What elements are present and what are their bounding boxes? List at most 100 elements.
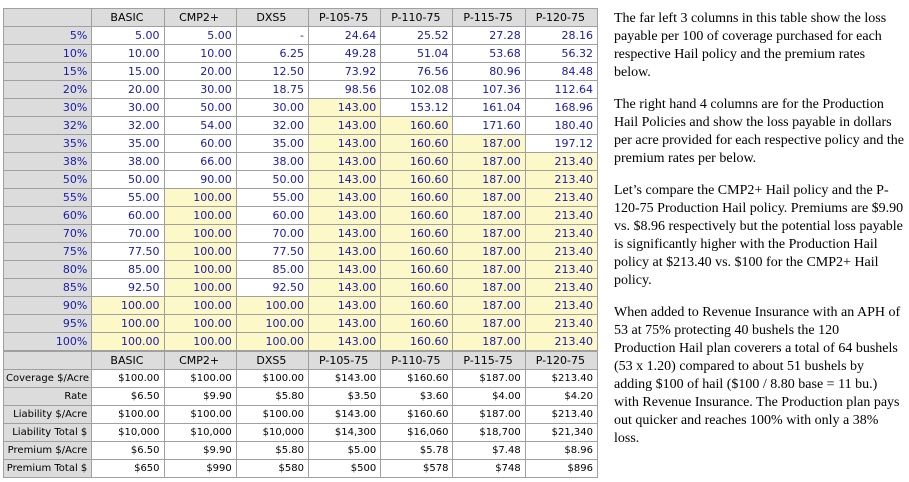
- table-cell[interactable]: $100.00: [91, 405, 165, 424]
- table-cell[interactable]: 20.00: [91, 80, 165, 99]
- table-cell[interactable]: 50.00: [91, 170, 165, 189]
- column-header[interactable]: BASIC: [91, 8, 165, 27]
- table-cell[interactable]: $16,060: [380, 423, 454, 442]
- column-header[interactable]: P-110-75: [380, 8, 454, 27]
- table-cell[interactable]: 168.96: [524, 98, 599, 117]
- row-label[interactable]: 30%: [2, 98, 93, 117]
- table-cell[interactable]: 160.60: [380, 170, 454, 189]
- column-header[interactable]: P-120-75: [524, 351, 599, 370]
- table-cell[interactable]: 213.40: [524, 332, 599, 351]
- table-cell[interactable]: 90.00: [163, 170, 237, 189]
- table-cell[interactable]: $5.78: [380, 441, 454, 460]
- table-cell[interactable]: 197.12: [524, 134, 599, 153]
- table-cell[interactable]: 10.00: [91, 44, 165, 63]
- row-label[interactable]: 38%: [2, 152, 93, 171]
- row-label[interactable]: Liability $/Acre: [2, 405, 93, 424]
- table-cell[interactable]: 28.16: [524, 26, 599, 45]
- table-cell[interactable]: $160.60: [380, 405, 454, 424]
- table-cell[interactable]: $990: [163, 459, 237, 478]
- table-cell[interactable]: 55.00: [91, 188, 165, 207]
- row-label[interactable]: 90%: [2, 296, 93, 315]
- table-cell[interactable]: 56.32: [524, 44, 599, 63]
- table-cell[interactable]: 213.40: [524, 296, 599, 315]
- column-header[interactable]: BASIC: [91, 351, 165, 370]
- row-label[interactable]: 35%: [2, 134, 93, 153]
- table-cell[interactable]: 38.00: [235, 152, 310, 171]
- table-cell[interactable]: 213.40: [524, 188, 599, 207]
- table-cell[interactable]: 6.25: [235, 44, 310, 63]
- table-cell[interactable]: 143.00: [307, 242, 382, 261]
- table-cell[interactable]: 25.52: [380, 26, 454, 45]
- table-cell[interactable]: 187.00: [452, 242, 526, 261]
- table-cell[interactable]: $6.50: [91, 441, 165, 460]
- table-cell[interactable]: $143.00: [307, 369, 382, 388]
- row-label[interactable]: Premium Total $: [2, 459, 93, 478]
- table-cell[interactable]: $10,000: [91, 423, 165, 442]
- row-label[interactable]: 55%: [2, 188, 93, 207]
- table-cell[interactable]: $3.50: [307, 387, 382, 406]
- row-label[interactable]: Premium $/Acre: [2, 441, 93, 460]
- table-cell[interactable]: 102.08: [380, 80, 454, 99]
- table-cell[interactable]: 15.00: [91, 62, 165, 81]
- table-cell[interactable]: $578: [380, 459, 454, 478]
- column-header[interactable]: P-105-75: [307, 8, 382, 27]
- table-cell[interactable]: 100.00: [163, 260, 237, 279]
- table-cell[interactable]: 84.48: [524, 62, 599, 81]
- table-cell[interactable]: 92.50: [235, 278, 310, 297]
- table-cell[interactable]: 171.60: [452, 116, 526, 135]
- table-cell[interactable]: 143.00: [307, 134, 382, 153]
- table-cell[interactable]: 187.00: [452, 278, 526, 297]
- table-cell[interactable]: 18.75: [235, 80, 310, 99]
- table-cell[interactable]: 32.00: [91, 116, 165, 135]
- table-cell[interactable]: 160.60: [380, 242, 454, 261]
- row-label[interactable]: 80%: [2, 260, 93, 279]
- table-cell[interactable]: 187.00: [452, 260, 526, 279]
- table-cell[interactable]: 187.00: [452, 188, 526, 207]
- table-cell[interactable]: 213.40: [524, 242, 599, 261]
- table-cell[interactable]: 100.00: [235, 332, 310, 351]
- table-cell[interactable]: $6.50: [91, 387, 165, 406]
- table-cell[interactable]: 143.00: [307, 188, 382, 207]
- table-cell[interactable]: $100.00: [163, 405, 237, 424]
- table-cell[interactable]: 143.00: [307, 332, 382, 351]
- column-header[interactable]: P-120-75: [524, 8, 599, 27]
- table-cell[interactable]: 60.00: [91, 206, 165, 225]
- table-cell[interactable]: 213.40: [524, 260, 599, 279]
- row-label[interactable]: 15%: [2, 62, 93, 81]
- table-cell[interactable]: 10.00: [163, 44, 237, 63]
- table-cell[interactable]: 187.00: [452, 332, 526, 351]
- table-cell[interactable]: $213.40: [524, 405, 599, 424]
- column-header[interactable]: CMP2+: [163, 8, 237, 27]
- table-cell[interactable]: 85.00: [91, 260, 165, 279]
- table-cell[interactable]: 143.00: [307, 98, 382, 117]
- table-cell[interactable]: 107.36: [452, 80, 526, 99]
- table-cell[interactable]: 143.00: [307, 152, 382, 171]
- table-cell[interactable]: 180.40: [524, 116, 599, 135]
- column-header[interactable]: DXS5: [235, 8, 310, 27]
- table-cell[interactable]: 50.00: [163, 98, 237, 117]
- table-cell[interactable]: $580: [235, 459, 310, 478]
- table-cell[interactable]: 60.00: [163, 134, 237, 153]
- table-cell[interactable]: $5.80: [235, 387, 310, 406]
- table-cell[interactable]: 160.60: [380, 116, 454, 135]
- table-cell[interactable]: 112.64: [524, 80, 599, 99]
- table-cell[interactable]: 5.00: [163, 26, 237, 45]
- table-cell[interactable]: $100.00: [91, 369, 165, 388]
- table-cell[interactable]: 143.00: [307, 278, 382, 297]
- table-cell[interactable]: $100.00: [235, 405, 310, 424]
- table-cell[interactable]: 160.60: [380, 224, 454, 243]
- row-label[interactable]: Coverage $/Acre: [2, 369, 93, 388]
- table-cell[interactable]: $4.00: [452, 387, 526, 406]
- table-cell[interactable]: 100.00: [91, 332, 165, 351]
- table-cell[interactable]: 100.00: [235, 314, 310, 333]
- table-cell[interactable]: 100.00: [163, 296, 237, 315]
- table-cell[interactable]: 213.40: [524, 278, 599, 297]
- table-cell[interactable]: 187.00: [452, 206, 526, 225]
- column-header[interactable]: P-115-75: [452, 8, 526, 27]
- row-label[interactable]: Liability Total $: [2, 423, 93, 442]
- table-cell[interactable]: 24.64: [307, 26, 382, 45]
- table-cell[interactable]: $10,000: [163, 423, 237, 442]
- table-cell[interactable]: 213.40: [524, 170, 599, 189]
- table-cell[interactable]: 77.50: [235, 242, 310, 261]
- table-cell[interactable]: 160.60: [380, 314, 454, 333]
